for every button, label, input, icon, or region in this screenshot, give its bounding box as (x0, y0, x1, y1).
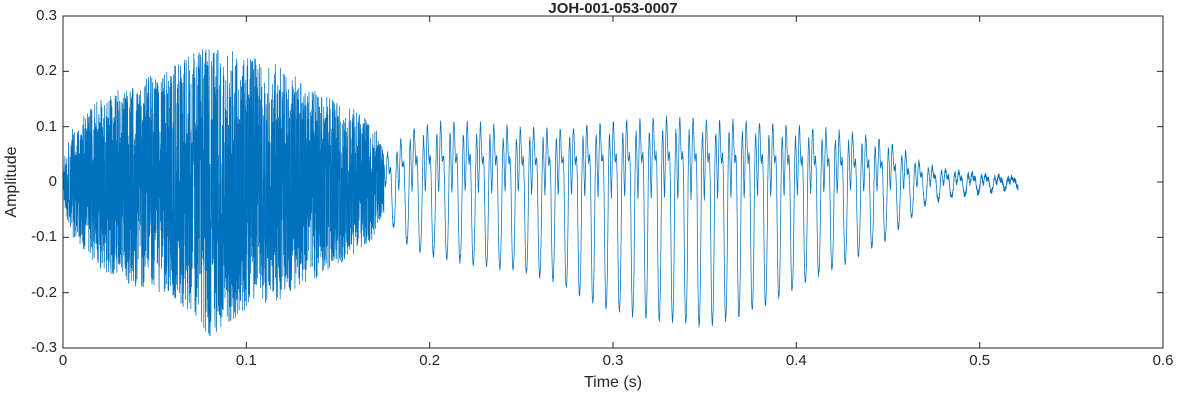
y-tick-label: -0.3 (31, 339, 57, 356)
axes-box (62, 15, 1164, 349)
y-tick-label: -0.1 (31, 228, 57, 246)
y-tick-label: 0.2 (36, 62, 57, 80)
x-axis-label: Time (s) (583, 374, 643, 391)
x-tick-label: 0 (58, 352, 68, 369)
plot-title: JOH-001-053-0007 (548, 0, 678, 17)
y-tick-label: 0 (48, 173, 57, 190)
x-tick-label: 0.4 (785, 352, 807, 369)
x-tick-label: 0.6 (1152, 352, 1174, 369)
x-tick-label: 0.2 (419, 352, 441, 369)
x-tick-label: 0.1 (235, 352, 257, 369)
y-tick-label: -0.2 (31, 283, 57, 301)
waveform-line (62, 49, 1019, 336)
x-tick-label: 0.5 (969, 352, 991, 369)
x-tick-label: 0.3 (602, 352, 624, 369)
y-tick-label: 0.1 (36, 117, 57, 135)
y-tick-label: 0.3 (36, 7, 57, 24)
